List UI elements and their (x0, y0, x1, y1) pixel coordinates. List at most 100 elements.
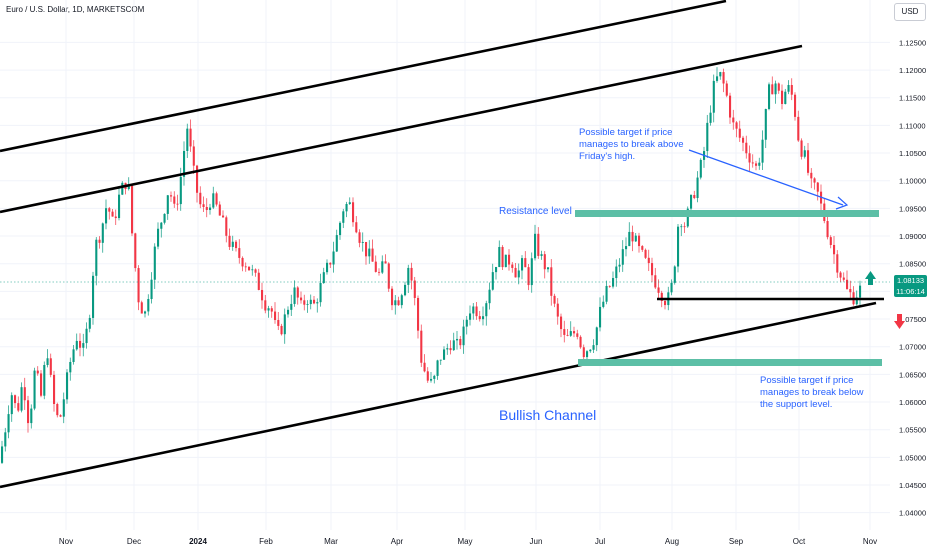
candle-body (449, 348, 452, 351)
candle-body (303, 300, 306, 305)
candle-body (218, 204, 221, 216)
candle-body (147, 299, 150, 312)
y-tick-label: 1.08500 (899, 260, 926, 269)
candle-body (348, 202, 351, 205)
candle-body (196, 165, 199, 193)
candle-body (277, 319, 280, 326)
candle-body (566, 334, 569, 336)
y-tick-label: 1.11500 (899, 94, 926, 103)
y-tick-label: 1.10500 (899, 149, 926, 158)
channel-upper-outer-line (0, 0, 727, 153)
candle-body (683, 226, 686, 228)
candle-body (186, 128, 189, 151)
candle-body (4, 432, 7, 447)
currency-selector[interactable]: USD (894, 3, 926, 21)
x-axis[interactable]: Nov Dec 2024 Feb Mar Apr May Jun Jul Aug Sep Oct Nov (59, 537, 877, 546)
candle-body (735, 122, 738, 129)
candle-body (433, 375, 436, 379)
channel-label: Bullish Channel (499, 407, 596, 423)
candle-body (296, 287, 299, 298)
candle-body (807, 150, 810, 173)
candle-body (664, 301, 667, 306)
candle-body (417, 297, 420, 331)
x-tick-label: Dec (127, 537, 141, 546)
candle-body (205, 206, 208, 211)
candle-body (771, 84, 774, 95)
candle-body (576, 333, 579, 337)
candle-body (595, 327, 598, 346)
candle-body (839, 272, 842, 278)
candle-body (855, 297, 858, 305)
candle-body (189, 128, 192, 147)
channel-lower-line (0, 301, 877, 489)
candle-body (446, 348, 449, 350)
candle-body (283, 314, 286, 335)
channel-upper-line (0, 44, 803, 214)
candle-body (183, 150, 186, 177)
candle-body (384, 261, 387, 264)
candle-body (781, 90, 784, 104)
candle-body (560, 316, 563, 330)
candle-body (527, 267, 530, 286)
candle-body (92, 275, 95, 318)
candle-body (833, 244, 836, 255)
candle-body (680, 226, 683, 228)
candle-body (105, 208, 108, 224)
candle-body (361, 241, 364, 243)
target-trend-line (688, 149, 844, 206)
candle-body (556, 303, 559, 317)
candle-body (722, 72, 725, 84)
candle-body (381, 261, 384, 273)
candle-body (592, 345, 595, 350)
candle-body (114, 216, 117, 219)
candle-body (66, 372, 69, 400)
candle-body (137, 268, 140, 303)
candle-body (547, 267, 550, 270)
candle-body (400, 295, 403, 306)
candle-body (394, 300, 397, 306)
candle-body (410, 267, 413, 281)
candle-body (784, 91, 787, 104)
candle-body (407, 267, 410, 285)
candle-body (85, 328, 88, 344)
candle-body (638, 235, 641, 247)
candle-body (716, 76, 719, 81)
current-price-tag: 1.08133 11:06:14 (894, 275, 927, 297)
candle-body (693, 195, 696, 199)
candle-body (491, 272, 494, 290)
candle-body (729, 95, 732, 118)
candle-body (46, 358, 49, 365)
candle-body (391, 288, 394, 306)
current-price-value: 1.08133 (896, 276, 925, 285)
candle-body (332, 251, 335, 265)
candle-body (699, 159, 702, 178)
y-tick-label: 1.10000 (899, 177, 926, 186)
candle-body (153, 246, 156, 280)
candle-body (553, 295, 556, 304)
x-tick-label: Jul (595, 537, 605, 546)
candle-body (1, 446, 4, 463)
y-tick-label: 1.06000 (899, 398, 926, 407)
candle-body (654, 275, 657, 288)
candle-body (452, 340, 455, 351)
candle-body (238, 248, 241, 258)
bar-countdown: 11:06:14 (896, 287, 925, 296)
candle-body (397, 300, 400, 306)
candle-body (498, 246, 501, 268)
candle-body (465, 319, 468, 327)
candle-body (326, 262, 329, 273)
candle-body (59, 415, 62, 417)
candle-body (794, 94, 797, 117)
candle-body (95, 239, 98, 276)
candle-body (582, 347, 585, 358)
candle-body (75, 340, 78, 350)
candle-body (36, 370, 39, 374)
candle-body (563, 329, 566, 335)
candle-body (290, 303, 293, 310)
candle-body (251, 269, 254, 271)
candle-body (599, 306, 602, 328)
candle-body (82, 343, 85, 348)
candle-body (569, 331, 572, 336)
x-tick-label: Nov (59, 537, 73, 546)
